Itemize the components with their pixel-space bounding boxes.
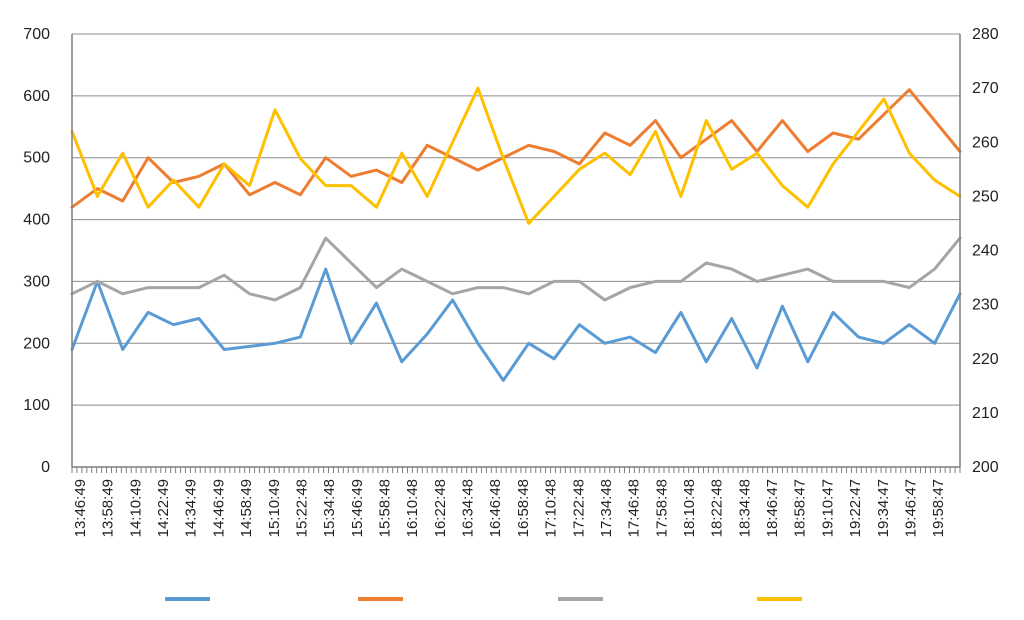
- series-line-4: [70, 86, 962, 225]
- right-y-tick-labels: 200 210 220 230 240 250 260 270 280: [972, 26, 999, 476]
- y-tick-label: 200: [23, 335, 50, 352]
- y2-tick-label: 230: [972, 297, 999, 314]
- x-tick-label: 16:34:48: [460, 479, 477, 537]
- y-tick-label: 300: [23, 273, 50, 290]
- series-line-1: [70, 267, 962, 382]
- x-tick-label: 16:22:48: [432, 479, 449, 537]
- y-tick-label: 100: [23, 397, 50, 414]
- y2-tick-label: 200: [972, 459, 999, 476]
- x-tick-label: 19:22:47: [847, 479, 864, 537]
- x-tick-label: 14:10:49: [127, 479, 144, 537]
- y-tick-label: 400: [23, 212, 50, 229]
- x-tick-label: 15:10:49: [266, 479, 283, 537]
- x-tick-label: 19:34:47: [875, 479, 892, 537]
- y2-tick-label: 250: [972, 188, 999, 205]
- series-group: [70, 86, 962, 382]
- y-tick-label: 500: [23, 150, 50, 167]
- x-tick-label: 16:46:48: [487, 479, 504, 537]
- x-tick-label: 13:46:49: [72, 479, 89, 537]
- x-tick-label: 16:58:48: [515, 479, 532, 537]
- x-tick-label: 14:58:49: [238, 479, 255, 537]
- x-tick-label: 14:46:49: [210, 479, 227, 537]
- y-tick-label: 700: [23, 26, 50, 43]
- y2-tick-label: 220: [972, 351, 999, 368]
- left-y-tick-labels: 0 100 200 300 400 500 600 700: [23, 26, 50, 476]
- x-tick-label: 15:58:48: [377, 479, 394, 537]
- x-tick-label: 14:34:49: [183, 479, 200, 537]
- x-tick-label: 14:22:49: [155, 479, 172, 537]
- x-tick-label: 15:34:48: [321, 479, 338, 537]
- x-tick-label: 15:22:48: [293, 479, 310, 537]
- x-tick-label: 17:22:48: [570, 479, 587, 537]
- y-tick-label: 600: [23, 88, 50, 105]
- y-tick-label: 0: [41, 459, 50, 476]
- x-tick-label: 16:10:48: [404, 479, 421, 537]
- y2-tick-label: 240: [972, 243, 999, 260]
- y2-tick-label: 270: [972, 80, 999, 97]
- x-tick-labels: 13:46:49 13:58:49 14:10:49 14:22:49 14:34:49…: [72, 479, 947, 537]
- y2-tick-label: 210: [972, 405, 999, 422]
- x-tick-label: 19:58:47: [930, 479, 947, 537]
- gridlines: [72, 33, 960, 468]
- x-tick-label: 17:46:48: [626, 479, 643, 537]
- x-tick-label: 18:46:47: [764, 479, 781, 537]
- y2-tick-label: 260: [972, 134, 999, 151]
- x-tick-label: 18:22:48: [709, 479, 726, 537]
- axes: [71, 34, 961, 473]
- x-tick-label: 19:46:47: [902, 479, 919, 537]
- x-tick-label: 17:58:48: [653, 479, 670, 537]
- x-tick-label: 17:10:48: [543, 479, 560, 537]
- series-line-3: [70, 236, 962, 302]
- series-line-2: [70, 88, 962, 209]
- x-tick-label: 18:34:48: [736, 479, 753, 537]
- x-tick-label: 18:10:48: [681, 479, 698, 537]
- x-tick-label: 18:58:47: [792, 479, 809, 537]
- y2-tick-label: 280: [972, 26, 999, 43]
- x-tick-label: 15:46:49: [349, 479, 366, 537]
- x-tick-label: 19:10:47: [819, 479, 836, 537]
- x-tick-label: 13:58:49: [100, 479, 117, 537]
- x-tick-label: 17:34:48: [598, 479, 615, 537]
